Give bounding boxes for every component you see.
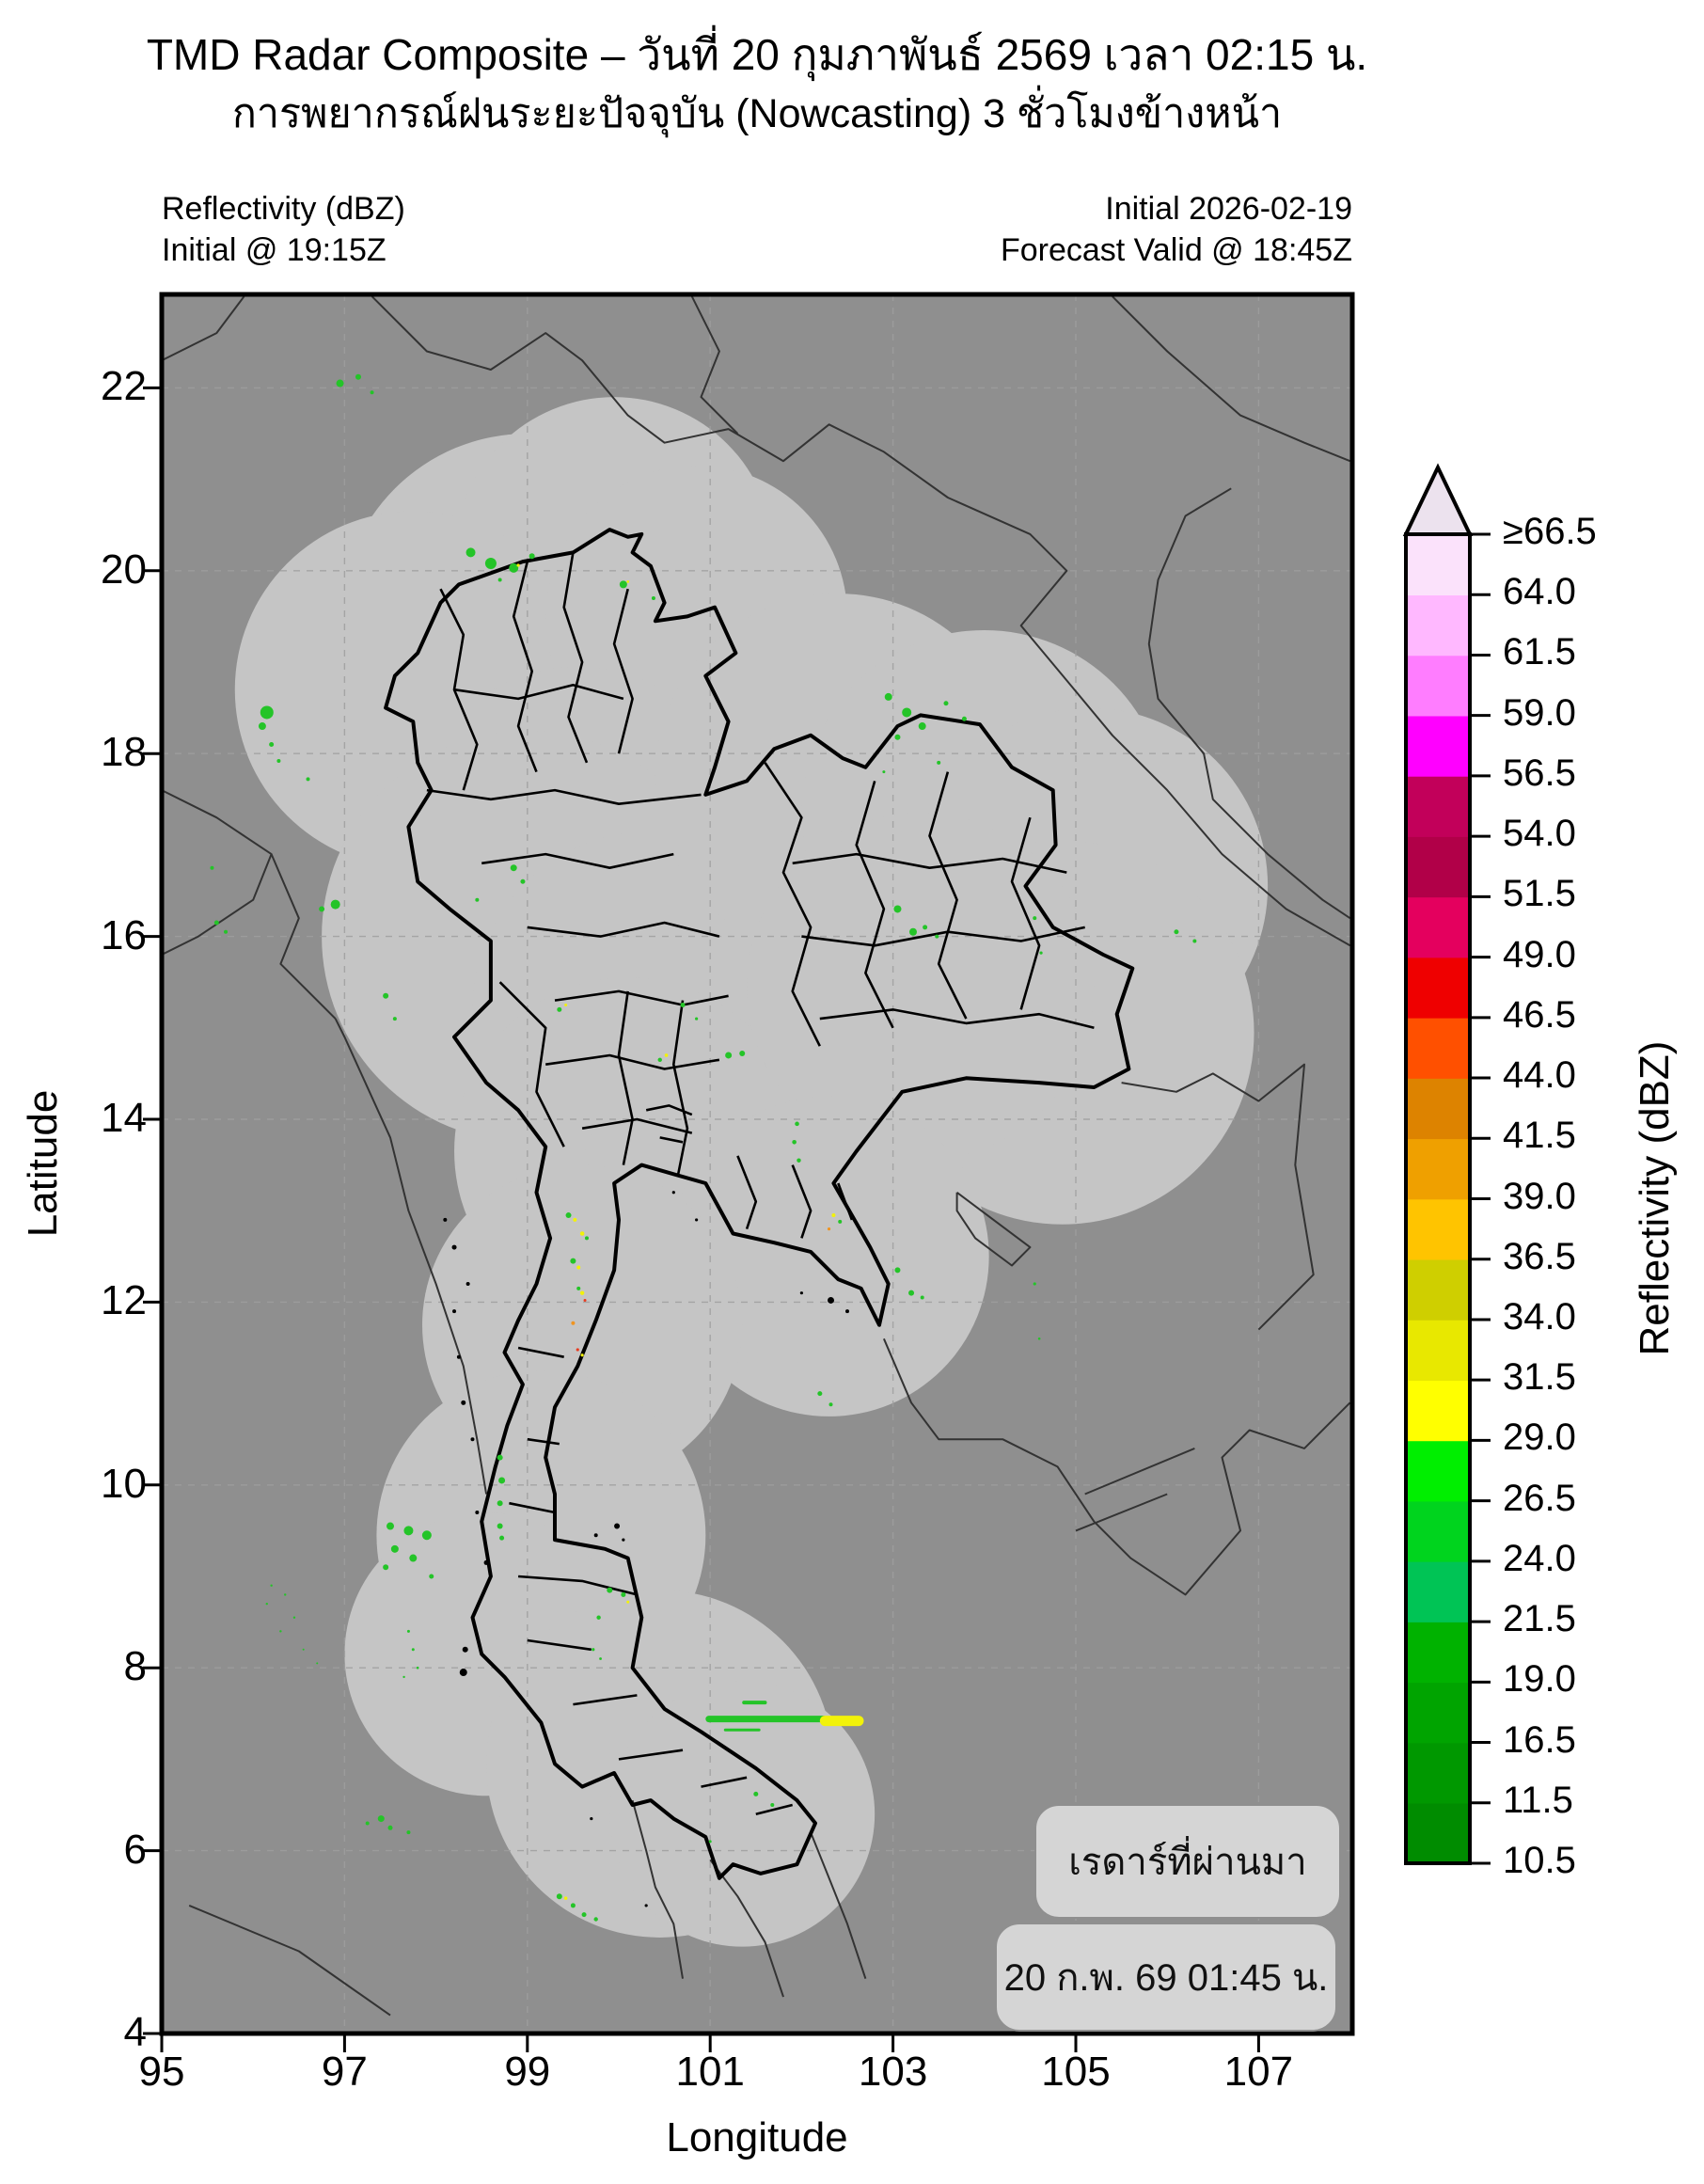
- page-subtitle: การพยากรณ์ฝนระยะปัจจุบัน (Nowcasting) 3 …: [231, 91, 1283, 136]
- header-left-line1: Reflectivity (dBZ): [162, 191, 405, 227]
- x-tick-label: 99: [504, 2049, 551, 2095]
- radar-timestamp-badge: 20 ก.พ. 69 01:45 น.: [995, 1923, 1337, 2032]
- colorbar-tick-label: 56.5: [1503, 752, 1576, 794]
- y-tick-label: 14: [101, 1095, 147, 1141]
- x-tick-label: 105: [1041, 2049, 1111, 2095]
- colorbar-tick-label: 19.0: [1503, 1658, 1576, 1701]
- y-tick-label: 16: [101, 911, 147, 958]
- colorbar-tick-label: 31.5: [1503, 1356, 1576, 1399]
- colorbar-tick-label: ≥66.5: [1503, 511, 1597, 552]
- y-tick-label: 8: [123, 1643, 147, 1690]
- page-title: TMD Radar Composite – วันที่ 20 กุมภาพัน…: [146, 30, 1368, 79]
- colorbar-tick-label: 54.0: [1503, 813, 1576, 855]
- colorbar-tick-label: 16.5: [1503, 1718, 1576, 1761]
- y-tick-label: 6: [123, 1826, 147, 1873]
- colorbar-tick-label: 41.5: [1503, 1115, 1576, 1157]
- past-radar-badge: เรดาร์ที่ผ่านมา: [1034, 1804, 1341, 1919]
- y-tick-label: 20: [101, 546, 147, 593]
- colorbar-tick-label: 36.5: [1503, 1235, 1576, 1277]
- colorbar-tick-label: 64.0: [1503, 571, 1576, 613]
- x-tick-label: 97: [321, 2049, 368, 2095]
- colorbar-tick-label: 24.0: [1503, 1537, 1576, 1579]
- header-right-line2: Forecast Valid @ 18:45Z: [1000, 232, 1352, 268]
- colorbar-tick-label: 39.0: [1503, 1175, 1576, 1217]
- colorbar-tick-label: 10.5: [1503, 1840, 1576, 1881]
- colorbar-tick-label: 34.0: [1503, 1295, 1576, 1337]
- colorbar-tick-label: 29.0: [1503, 1416, 1576, 1459]
- x-axis-label: Longitude: [666, 2114, 848, 2160]
- header-right: Initial 2026-02-19 Forecast Valid @ 18:4…: [694, 188, 1352, 271]
- colorbar-tick-label: 61.5: [1503, 631, 1576, 673]
- colorbar-tick-label: 46.5: [1503, 993, 1576, 1036]
- y-tick-label: 4: [123, 2009, 147, 2055]
- y-tick-label: 12: [101, 1277, 147, 1324]
- y-axis-label: Latitude: [20, 1089, 66, 1238]
- colorbar-tick-label: 21.5: [1503, 1598, 1576, 1640]
- colorbar-tick-label: 11.5: [1503, 1779, 1573, 1821]
- map-layers: [162, 294, 1352, 2034]
- colorbar-tick-label: 59.0: [1503, 691, 1576, 734]
- radar-echoes: [210, 373, 1197, 1922]
- x-tick-label: 101: [675, 2049, 745, 2095]
- colorbar-label: Reflectivity (dBZ): [1632, 1040, 1678, 1356]
- colorbar-tick-label: 49.0: [1503, 933, 1576, 975]
- colorbar: [1402, 463, 1491, 1865]
- x-tick-label: 95: [138, 2049, 185, 2095]
- y-tick-label: 10: [101, 1460, 147, 1507]
- header-left: Reflectivity (dBZ) Initial @ 19:15Z: [162, 188, 405, 271]
- y-tick-label: 18: [101, 729, 147, 776]
- colorbar-tick-label: 44.0: [1503, 1054, 1576, 1097]
- x-tick-label: 107: [1223, 2049, 1294, 2095]
- colorbar-tick-label: 51.5: [1503, 873, 1576, 915]
- y-tick-label: 22: [101, 363, 147, 410]
- colorbar-tick-label: 26.5: [1503, 1477, 1576, 1519]
- header-right-line1: Initial 2026-02-19: [1105, 191, 1352, 227]
- x-tick-label: 103: [858, 2049, 928, 2095]
- header-left-line2: Initial @ 19:15Z: [162, 232, 387, 268]
